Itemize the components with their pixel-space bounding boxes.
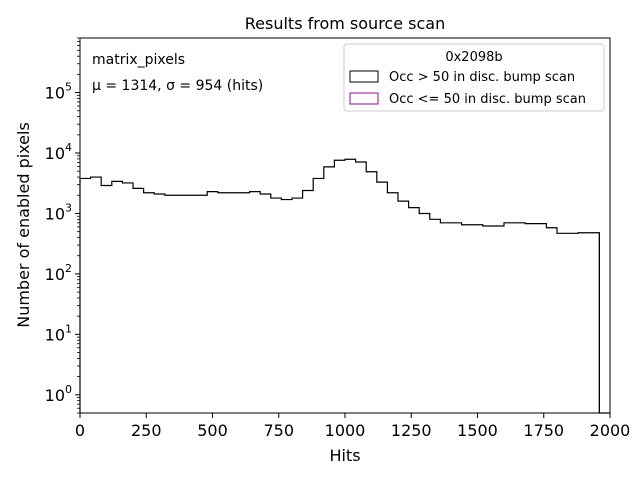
series-0-step-line [79, 158, 610, 414]
x-axis-label: Hits [329, 446, 360, 465]
y-tick-label-3: 103 [45, 201, 72, 223]
chart-title: Results from source scan [245, 14, 445, 33]
x-tick-label-3: 750 [263, 421, 294, 440]
x-axis: 0 250 500 750 1000 1250 1500 1750 2000 [75, 413, 630, 440]
y-tick-label-1: 101 [45, 322, 72, 344]
annotation-dataset-name: matrix_pixels [92, 52, 185, 68]
legend-box [343, 43, 605, 112]
x-tick-label-5: 1250 [391, 421, 432, 440]
x-tick-label-7: 1750 [523, 421, 564, 440]
x-tick-label-6: 1500 [457, 421, 498, 440]
y-tick-label-2: 102 [45, 262, 72, 284]
legend-swatch-occ-le-50 [349, 92, 379, 105]
annotation-statistics: μ = 1314, σ = 954 (hits) [92, 78, 263, 94]
plot-series [79, 158, 610, 414]
y-axis-label: Number of enabled pixels [14, 122, 33, 328]
y-tick-label-0: 100 [45, 383, 72, 405]
legend-swatch-occ-gt-50 [349, 70, 379, 83]
x-tick-label-2: 500 [197, 421, 228, 440]
x-tick-label-4: 1000 [325, 421, 366, 440]
legend-label-occ-gt-50: Occ > 50 in disc. bump scan [389, 70, 575, 85]
y-tick-label-5: 105 [45, 81, 72, 103]
legend-label-occ-le-50: Occ <= 50 in disc. bump scan [389, 92, 586, 107]
x-tick-label-8: 2000 [590, 421, 631, 440]
y-axis: 100 101 102 103 104 105 [45, 37, 80, 414]
legend: 0x2098b Occ > 50 in disc. bump scan Occ … [343, 43, 605, 112]
x-tick-label-0: 0 [75, 421, 85, 440]
legend-title: 0x2098b [445, 50, 502, 65]
x-tick-label-1: 250 [131, 421, 162, 440]
y-tick-label-4: 104 [45, 141, 72, 163]
